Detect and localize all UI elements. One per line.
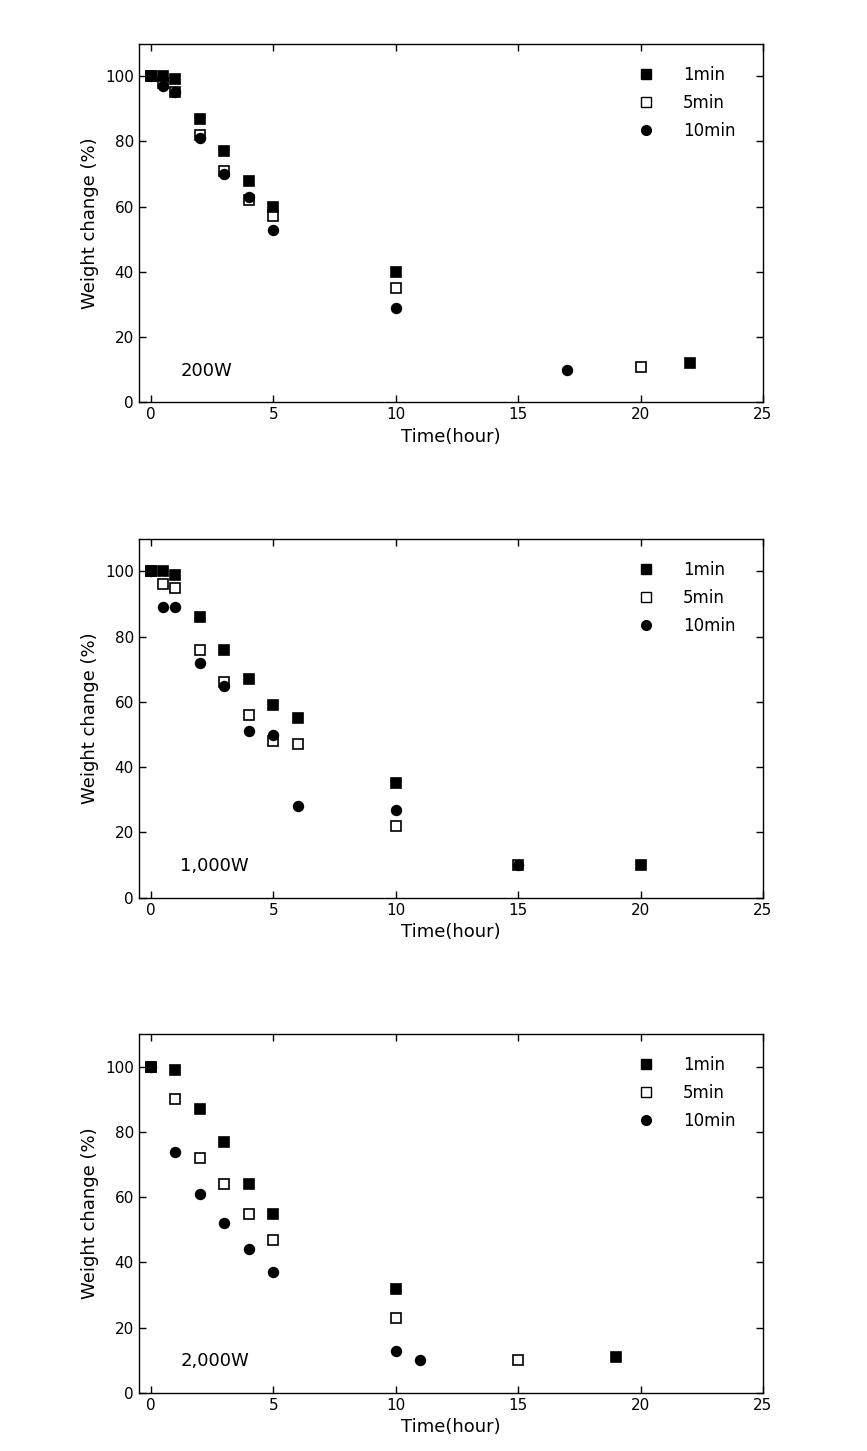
Text: 200W: 200W xyxy=(180,361,232,380)
Legend: 1min, 5min, 10min: 1min, 5min, 10min xyxy=(623,1049,742,1138)
X-axis label: Time(hour): Time(hour) xyxy=(401,923,500,942)
Y-axis label: Weight change (%): Weight change (%) xyxy=(81,633,100,804)
X-axis label: Time(hour): Time(hour) xyxy=(401,1419,500,1436)
Text: 1,000W: 1,000W xyxy=(180,858,249,875)
Y-axis label: Weight change (%): Weight change (%) xyxy=(81,1127,100,1299)
Text: 2,000W: 2,000W xyxy=(180,1352,249,1370)
Legend: 1min, 5min, 10min: 1min, 5min, 10min xyxy=(623,554,742,641)
X-axis label: Time(hour): Time(hour) xyxy=(401,428,500,445)
Y-axis label: Weight change (%): Weight change (%) xyxy=(81,138,100,309)
Legend: 1min, 5min, 10min: 1min, 5min, 10min xyxy=(623,59,742,147)
